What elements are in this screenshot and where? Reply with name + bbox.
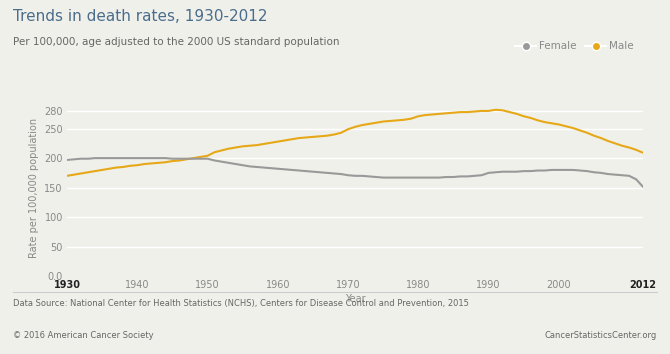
Text: © 2016 American Cancer Society: © 2016 American Cancer Society bbox=[13, 331, 154, 340]
Text: Data Source: National Center for Health Statistics (NCHS), Centers for Disease C: Data Source: National Center for Health … bbox=[13, 299, 469, 308]
Legend: Female, Male: Female, Male bbox=[511, 37, 638, 56]
Text: Per 100,000, age adjusted to the 2000 US standard population: Per 100,000, age adjusted to the 2000 US… bbox=[13, 37, 340, 47]
X-axis label: Year: Year bbox=[345, 295, 365, 304]
Y-axis label: Rate per 100,000 population: Rate per 100,000 population bbox=[29, 118, 39, 258]
Text: Trends in death rates, 1930-2012: Trends in death rates, 1930-2012 bbox=[13, 9, 268, 24]
Text: CancerStatisticsCenter.org: CancerStatisticsCenter.org bbox=[544, 331, 657, 340]
